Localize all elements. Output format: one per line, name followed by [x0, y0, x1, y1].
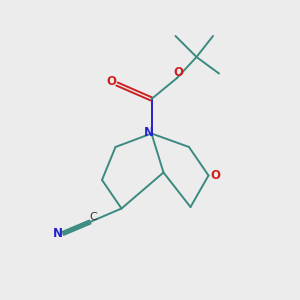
Text: O: O	[173, 66, 184, 80]
Text: O: O	[210, 169, 220, 182]
Text: N: N	[52, 227, 63, 240]
Text: C: C	[90, 212, 98, 222]
Text: N: N	[144, 125, 154, 139]
Text: O: O	[106, 75, 117, 88]
